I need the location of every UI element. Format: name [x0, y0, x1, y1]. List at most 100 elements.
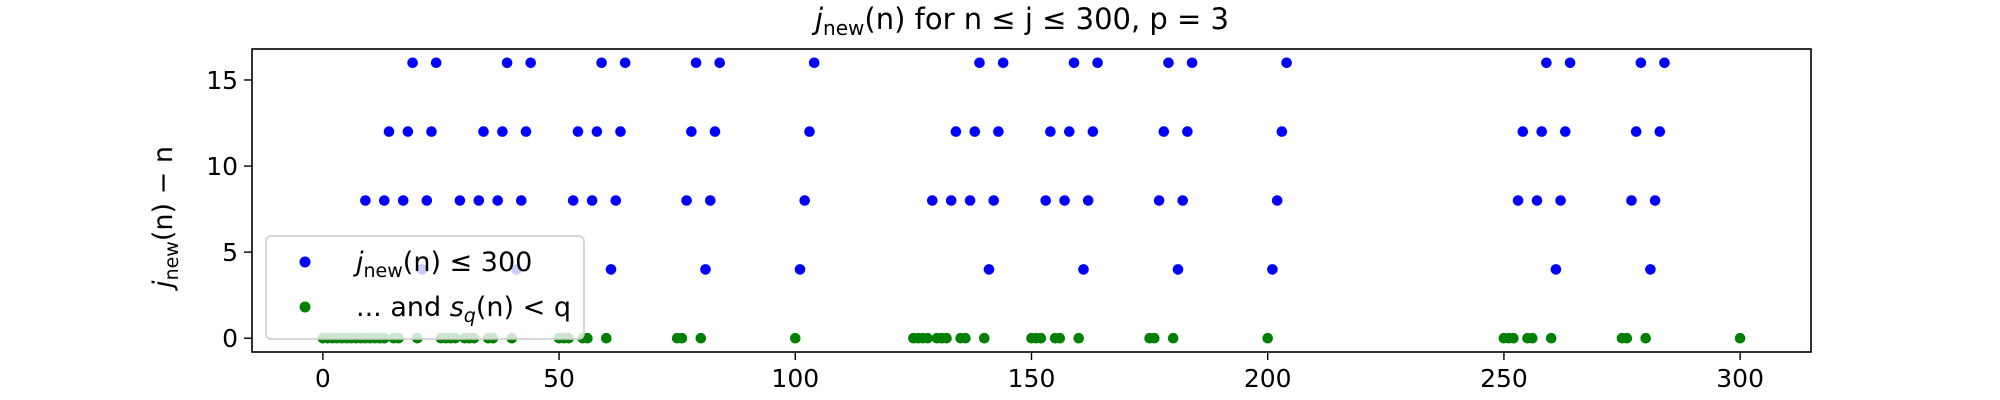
data-point-blue [799, 195, 810, 206]
data-point-blue [591, 126, 603, 137]
data-point-green [1073, 332, 1084, 344]
data-point-blue [709, 126, 721, 137]
data-point-blue [397, 195, 409, 206]
data-point-blue [686, 126, 697, 137]
data-point-blue [1158, 126, 1170, 137]
data-point-blue [421, 195, 433, 206]
data-point-blue [1550, 264, 1562, 275]
data-point-blue [586, 195, 598, 206]
data-point-green [601, 332, 612, 344]
y-tick-label: 10 [206, 152, 238, 181]
data-point-blue [1645, 264, 1656, 275]
data-point-blue [1649, 195, 1661, 206]
data-point-blue [1082, 195, 1094, 206]
data-point-blue [804, 126, 815, 137]
data-point-blue [1555, 195, 1566, 206]
data-point-blue [1087, 126, 1099, 137]
data-point-blue [1040, 195, 1051, 206]
data-point-blue [1153, 195, 1165, 206]
legend-box [265, 235, 585, 340]
data-point-green [960, 332, 971, 344]
y-tick-label: 0 [222, 324, 238, 353]
x-tick-label: 150 [1008, 364, 1056, 393]
data-point-blue [681, 195, 692, 206]
data-point-blue [1512, 195, 1524, 206]
data-point-green [790, 332, 801, 344]
data-point-blue [383, 126, 395, 137]
data-point-blue [1281, 57, 1292, 69]
data-point-blue [993, 126, 1004, 137]
data-point-blue [808, 57, 820, 69]
data-point-blue [516, 195, 527, 206]
y-tick-label: 5 [222, 238, 238, 267]
data-point-blue [1092, 57, 1103, 69]
data-point-green [1545, 332, 1557, 344]
data-point-blue [988, 195, 999, 206]
data-point-blue [794, 264, 806, 275]
data-point-blue [610, 195, 622, 206]
data-point-green [582, 332, 593, 344]
data-point-blue [950, 126, 962, 137]
data-point-blue [360, 195, 371, 206]
data-point-blue [1064, 126, 1075, 137]
data-point-blue [572, 126, 584, 137]
data-point-blue [596, 57, 607, 69]
data-point-blue [983, 264, 995, 275]
data-point-green [979, 332, 990, 344]
data-point-green [1734, 332, 1746, 344]
data-point-blue [964, 195, 976, 206]
data-point-green [1054, 332, 1066, 344]
data-point-green [1262, 332, 1273, 344]
data-point-green [941, 332, 952, 344]
data-point-green [1621, 332, 1633, 344]
y-axis-ticks: 0 5 10 15 [206, 66, 252, 353]
data-point-green [1035, 332, 1047, 344]
data-point-blue [714, 57, 725, 69]
data-point-blue [1059, 195, 1070, 206]
legend-label-series-1: jnew(n) ≤ 300 [352, 247, 532, 282]
plot-frame [251, 48, 1812, 353]
data-point-blue [1045, 126, 1056, 137]
data-point-blue [430, 57, 442, 69]
data-point-blue [473, 195, 485, 206]
data-point-green [1508, 332, 1519, 344]
data-point-blue [497, 126, 508, 137]
x-tick-label: 300 [1716, 364, 1764, 393]
data-point-blue [974, 57, 985, 69]
data-point-blue [1177, 195, 1188, 206]
legend-marker-blue [299, 256, 311, 268]
data-point-blue [1630, 126, 1642, 137]
data-point-blue [1186, 57, 1198, 69]
data-point-blue [567, 195, 579, 206]
data-point-blue [997, 57, 1009, 69]
x-tick-label: 0 [315, 364, 331, 393]
data-point-blue [1531, 195, 1543, 206]
legend-label-series-2: ... and sq(n) < q [356, 292, 571, 327]
legend: jnew(n) ≤ 300 ... and sq(n) < q [265, 235, 585, 340]
legend-marker-green [299, 301, 311, 313]
data-point-blue [1172, 264, 1184, 275]
data-point-blue [492, 195, 504, 206]
data-point-blue [1267, 264, 1278, 275]
data-point-blue [605, 264, 617, 275]
data-point-blue [520, 126, 532, 137]
x-tick-label: 100 [771, 364, 819, 393]
y-axis-label: jnew(n) − n [148, 146, 183, 292]
data-point-green [922, 332, 933, 344]
x-tick-label: 200 [1244, 364, 1292, 393]
data-point-blue [1541, 57, 1552, 69]
data-point-blue [454, 195, 466, 206]
data-point-blue [1163, 57, 1174, 69]
y-tick-label: 15 [206, 66, 238, 95]
x-axis-ticks: 0 50 100 150 200 250 300 [315, 352, 1764, 393]
data-point-blue [945, 195, 957, 206]
chart-title: jnew(n) for n ≤ j ≤ 300, p = 3 [811, 2, 1229, 40]
x-tick-label: 250 [1480, 364, 1528, 393]
data-point-blue [1654, 126, 1666, 137]
data-point-blue [1078, 264, 1089, 275]
data-point-blue [478, 126, 489, 137]
data-point-blue [501, 57, 513, 69]
data-point-blue [1626, 195, 1637, 206]
data-point-blue [615, 126, 626, 137]
